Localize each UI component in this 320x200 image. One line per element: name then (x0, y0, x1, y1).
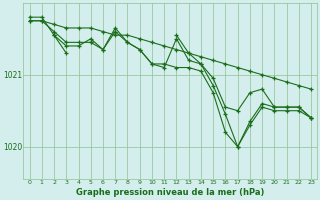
X-axis label: Graphe pression niveau de la mer (hPa): Graphe pression niveau de la mer (hPa) (76, 188, 265, 197)
